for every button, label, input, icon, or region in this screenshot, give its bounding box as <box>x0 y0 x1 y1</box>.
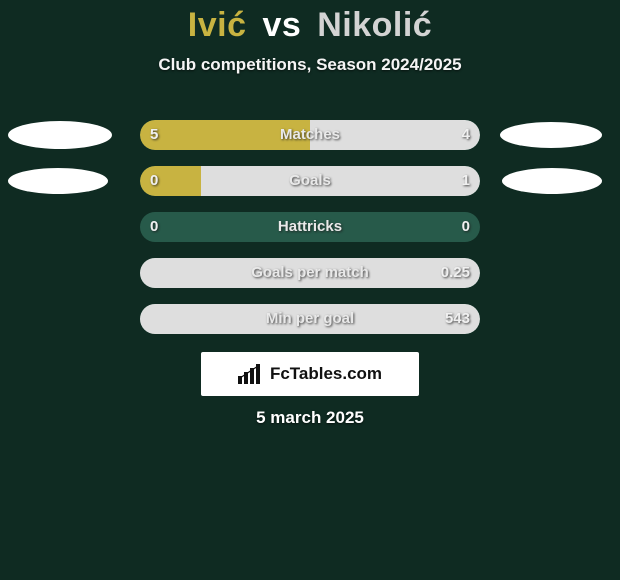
bar-track <box>140 212 480 242</box>
stat-row: Min per goal543 <box>0 304 620 334</box>
title-player2: Nikolić <box>317 6 432 44</box>
stat-rows: Matches54Goals01Hattricks00Goals per mat… <box>0 120 620 350</box>
stat-value-left: 5 <box>150 120 158 150</box>
bar-fill-right <box>201 166 480 196</box>
bar-track <box>140 258 480 288</box>
stat-value-right: 0.25 <box>441 258 470 288</box>
logo-text: FcTables.com <box>270 364 382 384</box>
stat-value-right: 0 <box>462 212 470 242</box>
stat-row: Goals per match0.25 <box>0 258 620 288</box>
bar-track <box>140 166 480 196</box>
side-ellipse-left <box>8 168 108 194</box>
stat-value-right: 4 <box>462 120 470 150</box>
comparison-card: Ivić vs Nikolić Club competitions, Seaso… <box>0 0 620 580</box>
bar-fill-right <box>140 304 480 334</box>
date-text: 5 march 2025 <box>0 408 620 428</box>
subtitle: Club competitions, Season 2024/2025 <box>0 55 620 75</box>
side-ellipse-right <box>500 122 602 148</box>
bar-fill-left <box>140 120 310 150</box>
stat-value-left: 0 <box>150 166 158 196</box>
stat-row: Matches54 <box>0 120 620 150</box>
side-ellipse-right <box>502 168 602 194</box>
site-logo: FcTables.com <box>201 352 419 396</box>
title-vs: vs <box>262 6 301 44</box>
bar-track <box>140 120 480 150</box>
bar-track <box>140 304 480 334</box>
stat-value-right: 1 <box>462 166 470 196</box>
page-title: Ivić vs Nikolić <box>0 0 620 45</box>
bar-fill-right <box>310 120 480 150</box>
bar-fill-right <box>140 258 480 288</box>
stat-value-right: 543 <box>445 304 470 334</box>
side-ellipse-left <box>8 121 112 149</box>
stat-row: Hattricks00 <box>0 212 620 242</box>
bar-chart-icon <box>238 364 264 384</box>
title-player1: Ivić <box>188 6 247 44</box>
stat-row: Goals01 <box>0 166 620 196</box>
stat-value-left: 0 <box>150 212 158 242</box>
